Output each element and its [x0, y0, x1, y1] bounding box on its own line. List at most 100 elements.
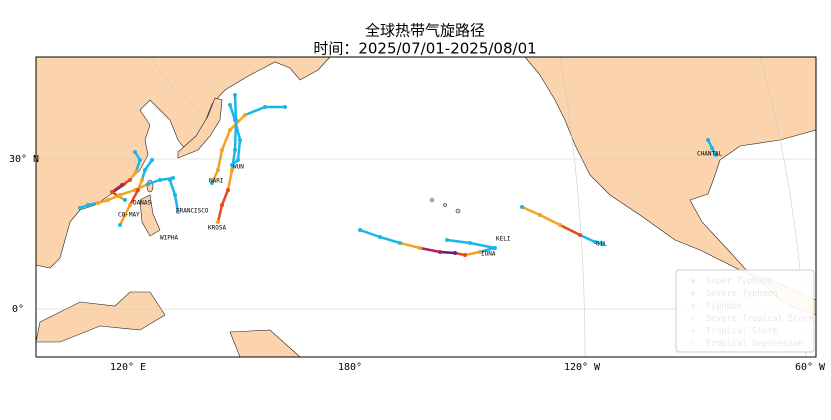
land [35, 56, 817, 358]
track-point [150, 158, 154, 162]
storm-label: IONA [481, 251, 496, 258]
track-point [138, 158, 142, 162]
track-point [171, 176, 175, 180]
track-point [210, 181, 214, 185]
storm-label: WUN [233, 164, 244, 171]
track-point [228, 128, 232, 132]
track-point [398, 241, 402, 245]
track-segment [469, 241, 496, 250]
lon-label: 120° E [110, 362, 146, 373]
track-point [520, 205, 524, 209]
track-point [123, 213, 127, 217]
track-point [220, 203, 224, 207]
track-segment [147, 178, 161, 186]
track-segment [128, 189, 140, 206]
track-segment [220, 189, 230, 206]
storm-label: CO-MAY [118, 212, 140, 219]
track-segment [559, 223, 581, 237]
map-frame [35, 56, 817, 358]
track-segment [233, 94, 238, 121]
track-point [96, 201, 100, 205]
storm-label: CHANTAL [697, 151, 723, 158]
track-point [445, 238, 449, 242]
track-segment [399, 241, 421, 250]
track-point [173, 193, 177, 197]
track-point [140, 178, 144, 182]
track-point [358, 228, 362, 232]
track-point [116, 194, 120, 198]
track-point [230, 168, 234, 172]
lon-label: 180° [338, 362, 362, 373]
track-point [106, 198, 110, 202]
track-point [233, 148, 237, 152]
track-point [233, 93, 237, 97]
track-point [243, 113, 247, 117]
track-point [220, 148, 224, 152]
track-segment [233, 119, 242, 141]
track-segment [244, 105, 266, 117]
track-segment [168, 179, 177, 196]
track-point [110, 190, 114, 194]
storm-label: WIPHA [160, 235, 178, 242]
track-segment [419, 246, 441, 254]
track-point [578, 233, 582, 237]
track-segment [579, 233, 596, 244]
storm-label: GIL [596, 241, 607, 248]
track-point [233, 118, 237, 122]
track-point [133, 188, 137, 192]
track-segment [210, 169, 220, 184]
track-point [78, 206, 82, 210]
track-segment [446, 238, 471, 245]
track-point [216, 220, 220, 224]
track-segment [379, 235, 401, 245]
storm-label: NARI [209, 178, 224, 185]
track-point [453, 251, 457, 255]
track-point [216, 168, 220, 172]
track-segment [134, 159, 142, 173]
track-point [468, 241, 472, 245]
lon-label: 120° W [564, 362, 601, 373]
track-point [143, 168, 147, 172]
track-segment [439, 250, 456, 255]
track-point [283, 105, 287, 109]
track-point [134, 170, 138, 174]
track-segment [173, 194, 180, 213]
track-point [463, 253, 467, 257]
track-point [538, 213, 542, 217]
track-segment [111, 183, 123, 194]
track-point [263, 105, 267, 109]
track-segment [539, 213, 561, 227]
track-point [710, 146, 714, 150]
storm-label: FRANCISCO [176, 208, 209, 215]
track-point [714, 153, 718, 157]
track-point [593, 240, 597, 244]
tracks [78, 93, 718, 257]
track-point [176, 210, 180, 214]
track-segment [143, 159, 154, 171]
storm-label: KELI [496, 236, 511, 243]
track-point [558, 223, 562, 227]
storm-label: DANAS [133, 200, 151, 207]
track-point [236, 158, 240, 162]
track-point [378, 235, 382, 239]
track-point [438, 250, 442, 254]
track-point [238, 138, 242, 142]
subtitle: 时间：2025/07/01-2025/08/01 [313, 40, 536, 58]
track-segment [216, 149, 224, 171]
track-segment [119, 188, 136, 197]
track-segment [216, 204, 224, 223]
track-segment [521, 205, 541, 217]
track-point [128, 203, 132, 207]
track-point [120, 183, 124, 187]
track-point [128, 178, 132, 182]
track-point [136, 188, 140, 192]
track-segment [464, 250, 481, 257]
track-segment [236, 139, 242, 161]
track-point [226, 188, 230, 192]
track-point [133, 150, 137, 154]
track-segment [228, 104, 237, 121]
lat-label: 0° [12, 304, 24, 315]
track-segment [479, 246, 495, 254]
track-point [601, 242, 605, 246]
